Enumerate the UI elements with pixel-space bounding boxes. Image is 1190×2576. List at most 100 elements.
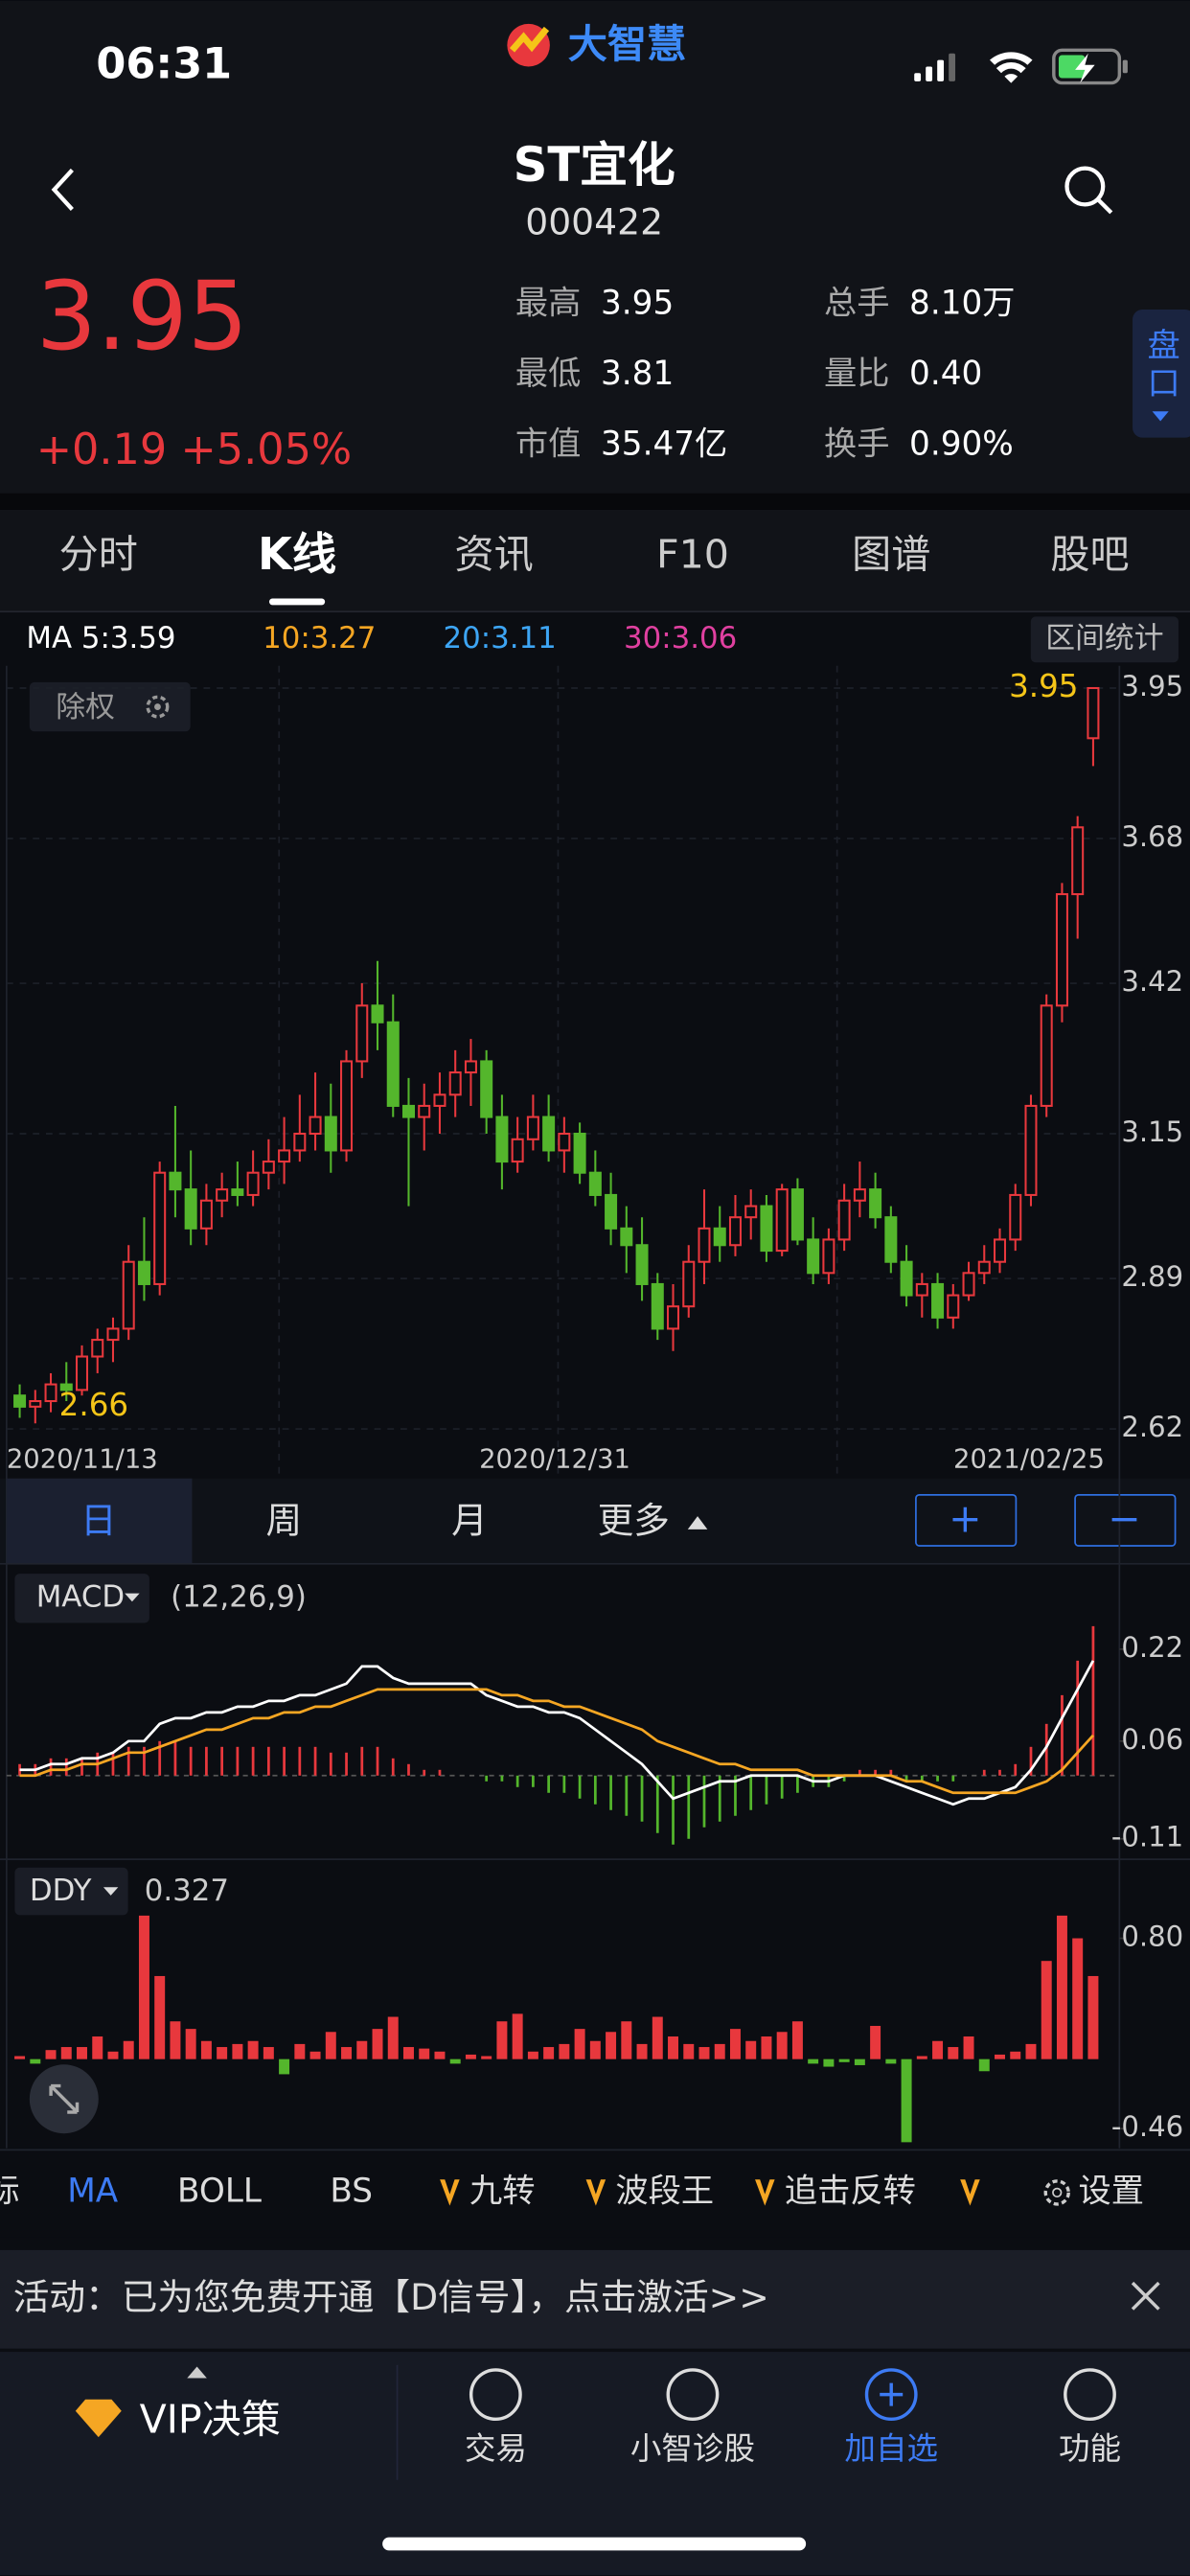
ddy-button[interactable]: DDY xyxy=(30,1874,92,1908)
ddy-bar xyxy=(294,2043,306,2059)
y-tick-label: -0.46 xyxy=(1111,2110,1183,2143)
stat-label: 最低 xyxy=(515,355,582,393)
candle-body xyxy=(993,1238,1007,1263)
candle-body xyxy=(433,1093,446,1107)
ddy-bar xyxy=(247,2040,259,2059)
stat-label: 换手 xyxy=(824,426,890,464)
separator xyxy=(0,493,1190,510)
ddy-bar xyxy=(1056,1915,1067,2059)
adjust-button[interactable]: 除权 xyxy=(56,690,115,724)
y-tick-label: 0.80 xyxy=(1121,1920,1183,1953)
stat-value: 35.47亿 xyxy=(601,426,727,464)
range-button-bg[interactable] xyxy=(1030,616,1179,663)
y-tick-label: 0.06 xyxy=(1121,1723,1183,1756)
ddy-bar xyxy=(465,2054,476,2059)
period-tab[interactable]: 月 xyxy=(451,1499,488,1541)
ddy-bar xyxy=(901,2058,912,2143)
ddy-bar xyxy=(45,2050,57,2059)
candle-body xyxy=(75,1355,89,1392)
nav-item[interactable]: 功能 xyxy=(1059,2430,1121,2467)
ddy-bar xyxy=(356,2040,368,2059)
candle-body xyxy=(775,1188,789,1253)
adjust-button-bg[interactable] xyxy=(29,681,191,732)
indicator-tab[interactable]: BS xyxy=(330,2172,373,2210)
candle-body xyxy=(371,1004,384,1024)
candle-body xyxy=(355,1004,369,1063)
indicator-tab[interactable]: 标 xyxy=(0,2172,20,2210)
last-price: 3.95 xyxy=(36,262,248,372)
tab[interactable]: 图谱 xyxy=(852,532,930,578)
period-tab[interactable]: 周 xyxy=(266,1499,303,1541)
period-tab[interactable]: 更多 xyxy=(598,1499,670,1541)
tab-indicator xyxy=(268,598,326,606)
candle-body xyxy=(837,1199,851,1241)
indicator-tab[interactable]: 波段王 xyxy=(615,2172,714,2210)
status-icons xyxy=(914,48,1128,85)
ddy-bar xyxy=(745,2040,757,2059)
candle-body xyxy=(558,1132,571,1152)
y-tick-label: 0.22 xyxy=(1121,1631,1183,1664)
banner-text[interactable]: 活动：已为您免费开通【D信号】，点击激活>> xyxy=(13,2276,769,2318)
candle-body xyxy=(651,1282,664,1330)
candle-body xyxy=(635,1244,649,1285)
nav-item[interactable]: 加自选 xyxy=(844,2430,938,2467)
expand-button[interactable] xyxy=(29,2064,99,2134)
zoom-out-button[interactable] xyxy=(1074,1493,1177,1547)
candle-body xyxy=(495,1116,509,1163)
ddy-value: 0.327 xyxy=(145,1874,229,1908)
indicator-tab[interactable]: 追击反转 xyxy=(785,2172,916,2210)
candle-body xyxy=(199,1199,213,1230)
tab[interactable]: 股吧 xyxy=(1050,532,1129,578)
nav-item[interactable]: 交易 xyxy=(465,2430,527,2467)
nav-item[interactable]: 小智诊股 xyxy=(630,2430,755,2467)
tab[interactable]: 资讯 xyxy=(455,532,534,578)
ddy-button-bg[interactable] xyxy=(14,1867,128,1916)
indicator-tab[interactable]: 九转 xyxy=(469,2172,536,2210)
ddy-bar xyxy=(449,2058,461,2064)
y-tick-label: 2.62 xyxy=(1121,1411,1183,1443)
candle-body xyxy=(713,1227,726,1247)
vip-badge xyxy=(755,2179,775,2206)
candle-body xyxy=(401,1104,415,1118)
ddy-bar xyxy=(341,2047,353,2059)
ddy-bar xyxy=(170,2021,181,2059)
banner-close[interactable] xyxy=(1131,2281,1160,2311)
nav-item[interactable]: VIP决策 xyxy=(140,2397,281,2443)
stock-name: ST宜化 xyxy=(514,137,675,193)
indicator-tab[interactable]: MA xyxy=(67,2172,119,2210)
tab[interactable]: K线 xyxy=(258,528,336,580)
range-stats-button[interactable]: 区间统计 xyxy=(1045,621,1163,656)
price-change-pct: +5.05% xyxy=(180,425,352,474)
candle-body xyxy=(853,1188,866,1202)
candle-body xyxy=(728,1216,742,1247)
tab[interactable]: 分时 xyxy=(59,532,138,578)
candle-body xyxy=(386,1021,400,1107)
candle-body xyxy=(1087,686,1100,740)
side-tab[interactable] xyxy=(1133,309,1190,438)
ddy-bar xyxy=(527,2051,538,2059)
macd-button-bg[interactable] xyxy=(14,1574,149,1623)
candle-body xyxy=(790,1188,804,1241)
settings-button[interactable]: 设置 xyxy=(1079,2172,1145,2210)
zoom-in-button[interactable] xyxy=(915,1493,1018,1547)
search-button[interactable] xyxy=(1064,166,1113,215)
zoom-in-label[interactable]: + xyxy=(949,1495,981,1541)
ddy-bar xyxy=(963,2036,974,2059)
indicator-tab[interactable]: BOLL xyxy=(177,2172,262,2210)
zoom-out-label[interactable]: − xyxy=(1108,1495,1140,1541)
period-tab[interactable]: 日 xyxy=(80,1499,117,1541)
candle-body xyxy=(246,1171,260,1196)
macd-button[interactable]: MACD xyxy=(36,1579,125,1614)
ddy-bar xyxy=(309,2051,321,2059)
candle-body xyxy=(29,1399,42,1408)
price-change: +0.19 xyxy=(36,425,167,474)
back-button[interactable] xyxy=(51,168,74,211)
candle-body xyxy=(13,1394,27,1408)
candle-body xyxy=(682,1260,696,1308)
ddy-bar xyxy=(808,2058,819,2064)
tab[interactable]: F10 xyxy=(656,532,729,578)
candle-body xyxy=(915,1282,928,1297)
nav-icon xyxy=(469,2368,522,2422)
ddy-bar xyxy=(729,2029,741,2059)
ddy-bar xyxy=(885,2058,897,2064)
